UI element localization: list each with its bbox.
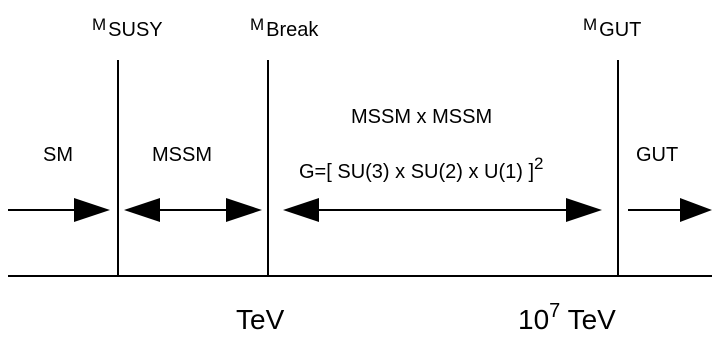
gauge-group-label: G=[ SU(3) x SU(2) x U(1) ]2 — [299, 155, 544, 183]
energy-exponent: 7 — [549, 300, 561, 322]
gut-region-label: GUT — [636, 144, 679, 166]
m-gut-symbol: M — [583, 15, 598, 34]
m-gut-subscript: GUT — [599, 19, 642, 41]
gauge-group-exponent: 2 — [534, 154, 544, 173]
mssm-x-mssm-double-arrow — [283, 198, 602, 222]
m-susy-symbol: M — [92, 15, 107, 34]
energy-base: 10 — [518, 304, 550, 335]
energy-unit: TeV — [567, 304, 616, 335]
mssm-region-label: MSSM — [152, 144, 212, 166]
m-gut-label: M GUT — [583, 14, 641, 40]
mssm-x-mssm-label: MSSM x MSSM — [351, 106, 493, 128]
sm-region-label: SM — [43, 144, 73, 166]
m-break-label: M Break — [250, 14, 318, 40]
m-susy-subscript: SUSY — [108, 19, 163, 41]
sm-arrow — [8, 198, 110, 222]
gut-arrow — [628, 198, 712, 222]
tev-label: TeV — [236, 304, 285, 335]
m-susy-label: M SUSY — [92, 14, 163, 40]
gauge-group-text: G=[ SU(3) x SU(2) x U(1) ] — [299, 161, 535, 183]
mssm-double-arrow — [124, 198, 262, 222]
m-break-symbol: M — [250, 15, 265, 34]
m-break-subscript: Break — [266, 19, 319, 41]
ten-to-seven-tev-label: 107 TeV — [518, 301, 616, 335]
